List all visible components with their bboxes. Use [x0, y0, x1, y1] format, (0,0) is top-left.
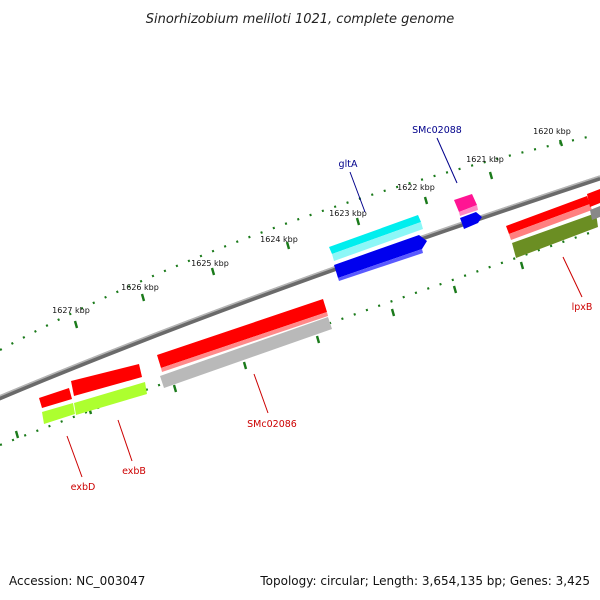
tick-label: 1622 kbp: [397, 183, 435, 192]
genome-summary-text: Topology: circular; Length: 3,654,135 bp…: [260, 574, 590, 588]
gene-SMc02086-cds-block: [160, 317, 332, 388]
gene-lpxB[interactable]: [506, 189, 600, 258]
gene-SMc02086[interactable]: [157, 299, 332, 388]
tick-label: 1625 kbp: [191, 259, 229, 268]
gene-gltA-cds-block: [334, 235, 427, 278]
tick-label: 1620 kbp: [533, 127, 571, 136]
gene-label-exbD[interactable]: exbD: [71, 482, 96, 493]
gene-SMc02088-block: [454, 194, 477, 212]
gene-gltA[interactable]: [329, 215, 427, 281]
tick-1627: 1627 kbp: [52, 306, 90, 329]
tick-label: 1627 kbp: [52, 306, 90, 315]
tick-1623: 1623 kbp: [329, 209, 367, 226]
gene-label-exbB[interactable]: exbB: [122, 466, 146, 477]
tick-1620: 1620 kbp: [533, 127, 571, 147]
tick-label: 1623 kbp: [329, 209, 367, 218]
gene-label-SMc02086[interactable]: SMc02086: [247, 419, 297, 430]
genome-title: Sinorhizobium meliloti 1021, complete ge…: [146, 12, 455, 27]
gene-exbD-cds-block: [42, 403, 75, 424]
tick-1624: 1624 kbp: [260, 235, 298, 250]
gene-gltA-block: [329, 215, 421, 254]
tick-label: 1624 kbp: [260, 235, 298, 244]
gene-exbB-block: [71, 364, 142, 396]
tick-label: 1621 kbp: [466, 155, 504, 164]
gene-lpxB-cds-block: [512, 213, 598, 258]
gene-exbD-block: [39, 388, 72, 408]
gene-exbB-cds-block: [74, 382, 147, 415]
accession-text: Accession: NC_003047: [9, 574, 146, 588]
tick-1626: 1626 kbp: [121, 283, 159, 302]
tick-1622: 1622 kbp: [397, 183, 435, 205]
genome-backbone: [0, 175, 600, 401]
gene-exbD[interactable]: [39, 388, 75, 424]
gene-exbB[interactable]: [71, 364, 147, 415]
gene-label-lpxB[interactable]: lpxB: [572, 302, 593, 313]
gene-SMc02088-cds-block: [460, 212, 482, 229]
tick-1621: 1621 kbp: [466, 155, 504, 180]
label-leader-lines: [66, 137, 583, 478]
gene-lpxB-block: [506, 196, 590, 234]
gene-SMc02088[interactable]: [454, 194, 482, 229]
tick-label: 1626 kbp: [121, 283, 159, 292]
gene-label-SMc02088[interactable]: SMc02088: [412, 125, 462, 136]
gene-SMc02086-block: [157, 299, 327, 368]
gene-label-gltA[interactable]: gltA: [339, 159, 358, 170]
tick-1625: 1625 kbp: [191, 259, 229, 276]
